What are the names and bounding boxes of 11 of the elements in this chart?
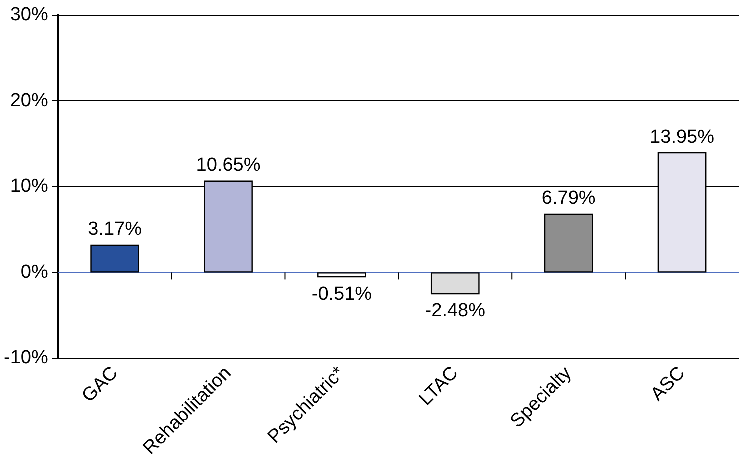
y-tick-label: 30%: [10, 4, 48, 26]
y-tick-label: 0%: [20, 262, 48, 283]
data-label: 6.79%: [542, 188, 596, 210]
data-label: 3.17%: [88, 219, 142, 240]
data-label: -2.48%: [425, 300, 486, 322]
data-label: 13.95%: [650, 126, 715, 148]
y-tick-label: 10%: [10, 176, 48, 198]
y-tick-label: 20%: [10, 90, 48, 112]
y-tick-label: -10%: [4, 348, 48, 369]
data-label: -0.51%: [312, 284, 372, 305]
data-label: 10.65%: [196, 155, 261, 176]
